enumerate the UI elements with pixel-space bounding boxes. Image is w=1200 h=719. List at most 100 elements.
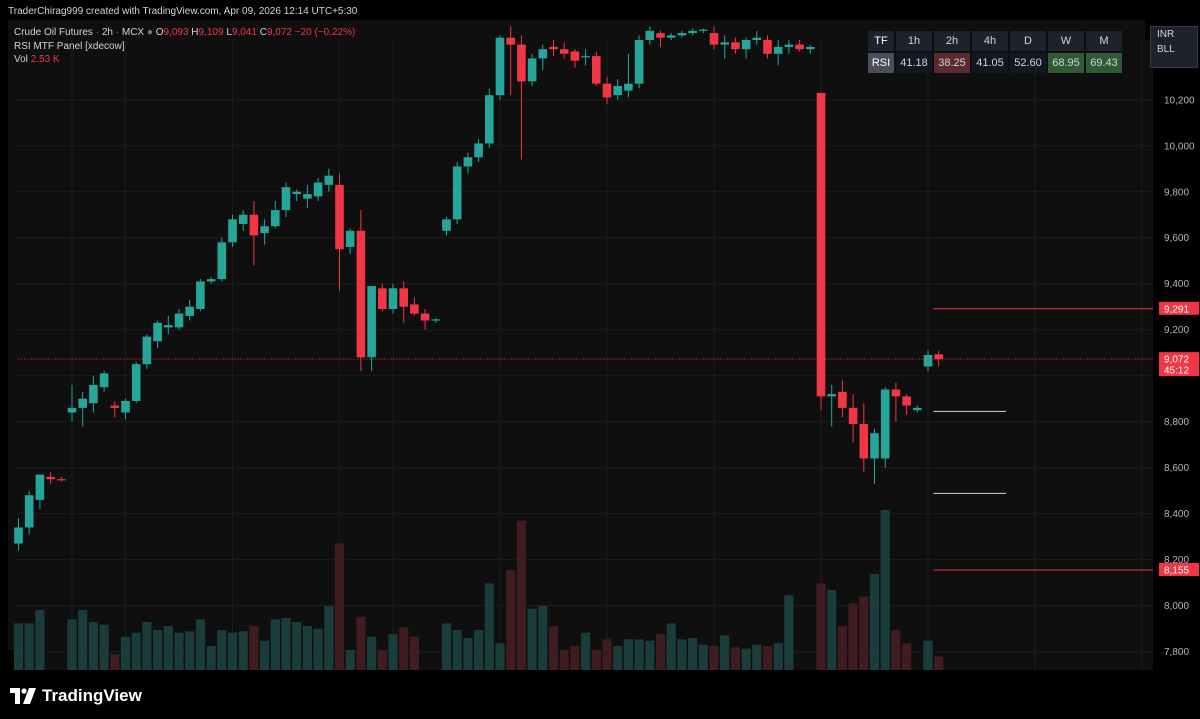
plot-background	[16, 40, 1153, 670]
candle-body	[24, 495, 34, 528]
candle-body	[763, 40, 772, 54]
candle-body	[121, 400, 130, 413]
candle-body	[688, 30, 697, 34]
candle-body	[773, 46, 783, 54]
candle-body	[934, 354, 943, 360]
y-tick-label: 9,800	[1164, 187, 1189, 198]
candle-body	[345, 230, 355, 247]
volume-bar	[923, 640, 933, 670]
candle-body	[581, 56, 590, 58]
currency-label: INR	[1157, 29, 1175, 40]
volume-bar	[880, 510, 890, 670]
candle-body	[613, 85, 622, 96]
tf-w: W	[1048, 31, 1084, 51]
last-price-label-box	[1159, 352, 1199, 377]
currency-box[interactable]: INR BLL	[1150, 26, 1198, 68]
price-label-9291-box	[1159, 301, 1199, 315]
tradingview-logo[interactable]: TradingView	[10, 686, 142, 706]
y-tick-label: 9,200	[1164, 325, 1189, 336]
volume-bar	[559, 650, 569, 670]
candle-body	[431, 319, 441, 321]
volume-bar	[720, 635, 730, 670]
tf-1h: 1h	[896, 31, 932, 51]
volume-bar	[581, 632, 591, 670]
ohlc-close: 9,072	[266, 27, 292, 38]
indicator-legend[interactable]: RSI MTF Panel [xdecow]	[14, 41, 125, 52]
interval: 2h	[101, 27, 113, 38]
symbol-legend[interactable]: Crude Oil Futures · 2h · MCX ● O9,093 H9…	[14, 27, 356, 38]
candle-body	[185, 306, 194, 316]
y-tick-label: 8,000	[1164, 601, 1189, 612]
last-price-label-countdown: 45:12	[1164, 366, 1189, 377]
candle-body	[356, 230, 366, 358]
volume-bar	[688, 638, 698, 670]
y-tick-label: 9,400	[1164, 279, 1189, 290]
volume-bar	[217, 630, 227, 670]
candle-body	[292, 191, 301, 195]
volume-bar	[666, 623, 676, 670]
candle-body	[592, 56, 601, 84]
volume-bar	[762, 646, 773, 670]
volume-bar	[613, 646, 623, 670]
candle-body	[303, 194, 312, 199]
rsi-row-label: RSI	[868, 53, 894, 73]
candle-body	[880, 389, 890, 459]
candle-body	[859, 423, 869, 459]
candle-body	[452, 166, 462, 220]
candle-body	[806, 46, 815, 50]
candle-body	[538, 49, 548, 59]
volume-bar	[655, 634, 666, 670]
volume-bar	[324, 606, 334, 670]
candle-body	[549, 46, 558, 50]
indicator-name: RSI MTF Panel [xdecow]	[14, 41, 125, 52]
ohlc-change: −20 (−0.22%)	[294, 27, 356, 38]
candle-body	[634, 40, 644, 84]
candle-body	[196, 281, 205, 310]
candle-body	[838, 391, 847, 408]
volume-bar	[827, 590, 837, 670]
volume-bar	[260, 640, 270, 670]
rsi-d: 52.60	[1010, 53, 1046, 73]
price-chart[interactable]: 7,800 8,000 8,200 8,400 8,600 8,800 9,200 9,400…	[8, 20, 1200, 670]
volume-bar	[206, 646, 216, 670]
candle-body	[741, 40, 751, 50]
candle-body	[913, 407, 922, 411]
volume-bar	[548, 626, 559, 670]
byline: TraderChirag999 created with TradingView…	[8, 6, 358, 17]
volume-bar	[302, 626, 312, 670]
volume-bar	[741, 648, 751, 670]
volume-bar	[142, 622, 152, 670]
candle-body	[677, 33, 687, 36]
price-label-9291: 9,291	[1164, 304, 1189, 315]
candle-body	[142, 336, 152, 365]
volume-bar	[474, 630, 484, 670]
volume-bar	[13, 623, 24, 670]
candle-body	[602, 83, 612, 98]
y-tick-label: 7,800	[1164, 647, 1189, 658]
candle-body	[559, 49, 569, 54]
candle-body	[527, 58, 537, 82]
volume-bar	[131, 632, 141, 670]
chart-area[interactable]: 7,800 8,000 8,200 8,400 8,600 8,800 9,200 9,400…	[8, 20, 1199, 670]
volume-bar	[677, 639, 687, 670]
candle-body	[870, 433, 879, 459]
tf-d: D	[1010, 31, 1046, 51]
candle-body	[281, 187, 291, 211]
volume-bar	[227, 632, 238, 670]
candle-body	[442, 219, 451, 231]
volume-label: Vol	[14, 54, 28, 65]
volume-bar	[67, 619, 77, 670]
candle-body	[816, 92, 826, 397]
volume-legend[interactable]: Vol 2.53 K	[14, 54, 60, 65]
volume-bar	[773, 643, 783, 670]
y-tick-label: 10,000	[1164, 141, 1195, 152]
candle-body	[228, 219, 237, 243]
candle-body	[902, 396, 911, 406]
candle-body	[335, 184, 344, 250]
candle-body	[367, 286, 376, 358]
volume-bar	[784, 595, 794, 670]
candle-body	[784, 44, 794, 47]
price-label-8155: 8,155	[1164, 565, 1189, 576]
volume-bar	[506, 570, 516, 670]
volume-bar	[356, 616, 366, 670]
